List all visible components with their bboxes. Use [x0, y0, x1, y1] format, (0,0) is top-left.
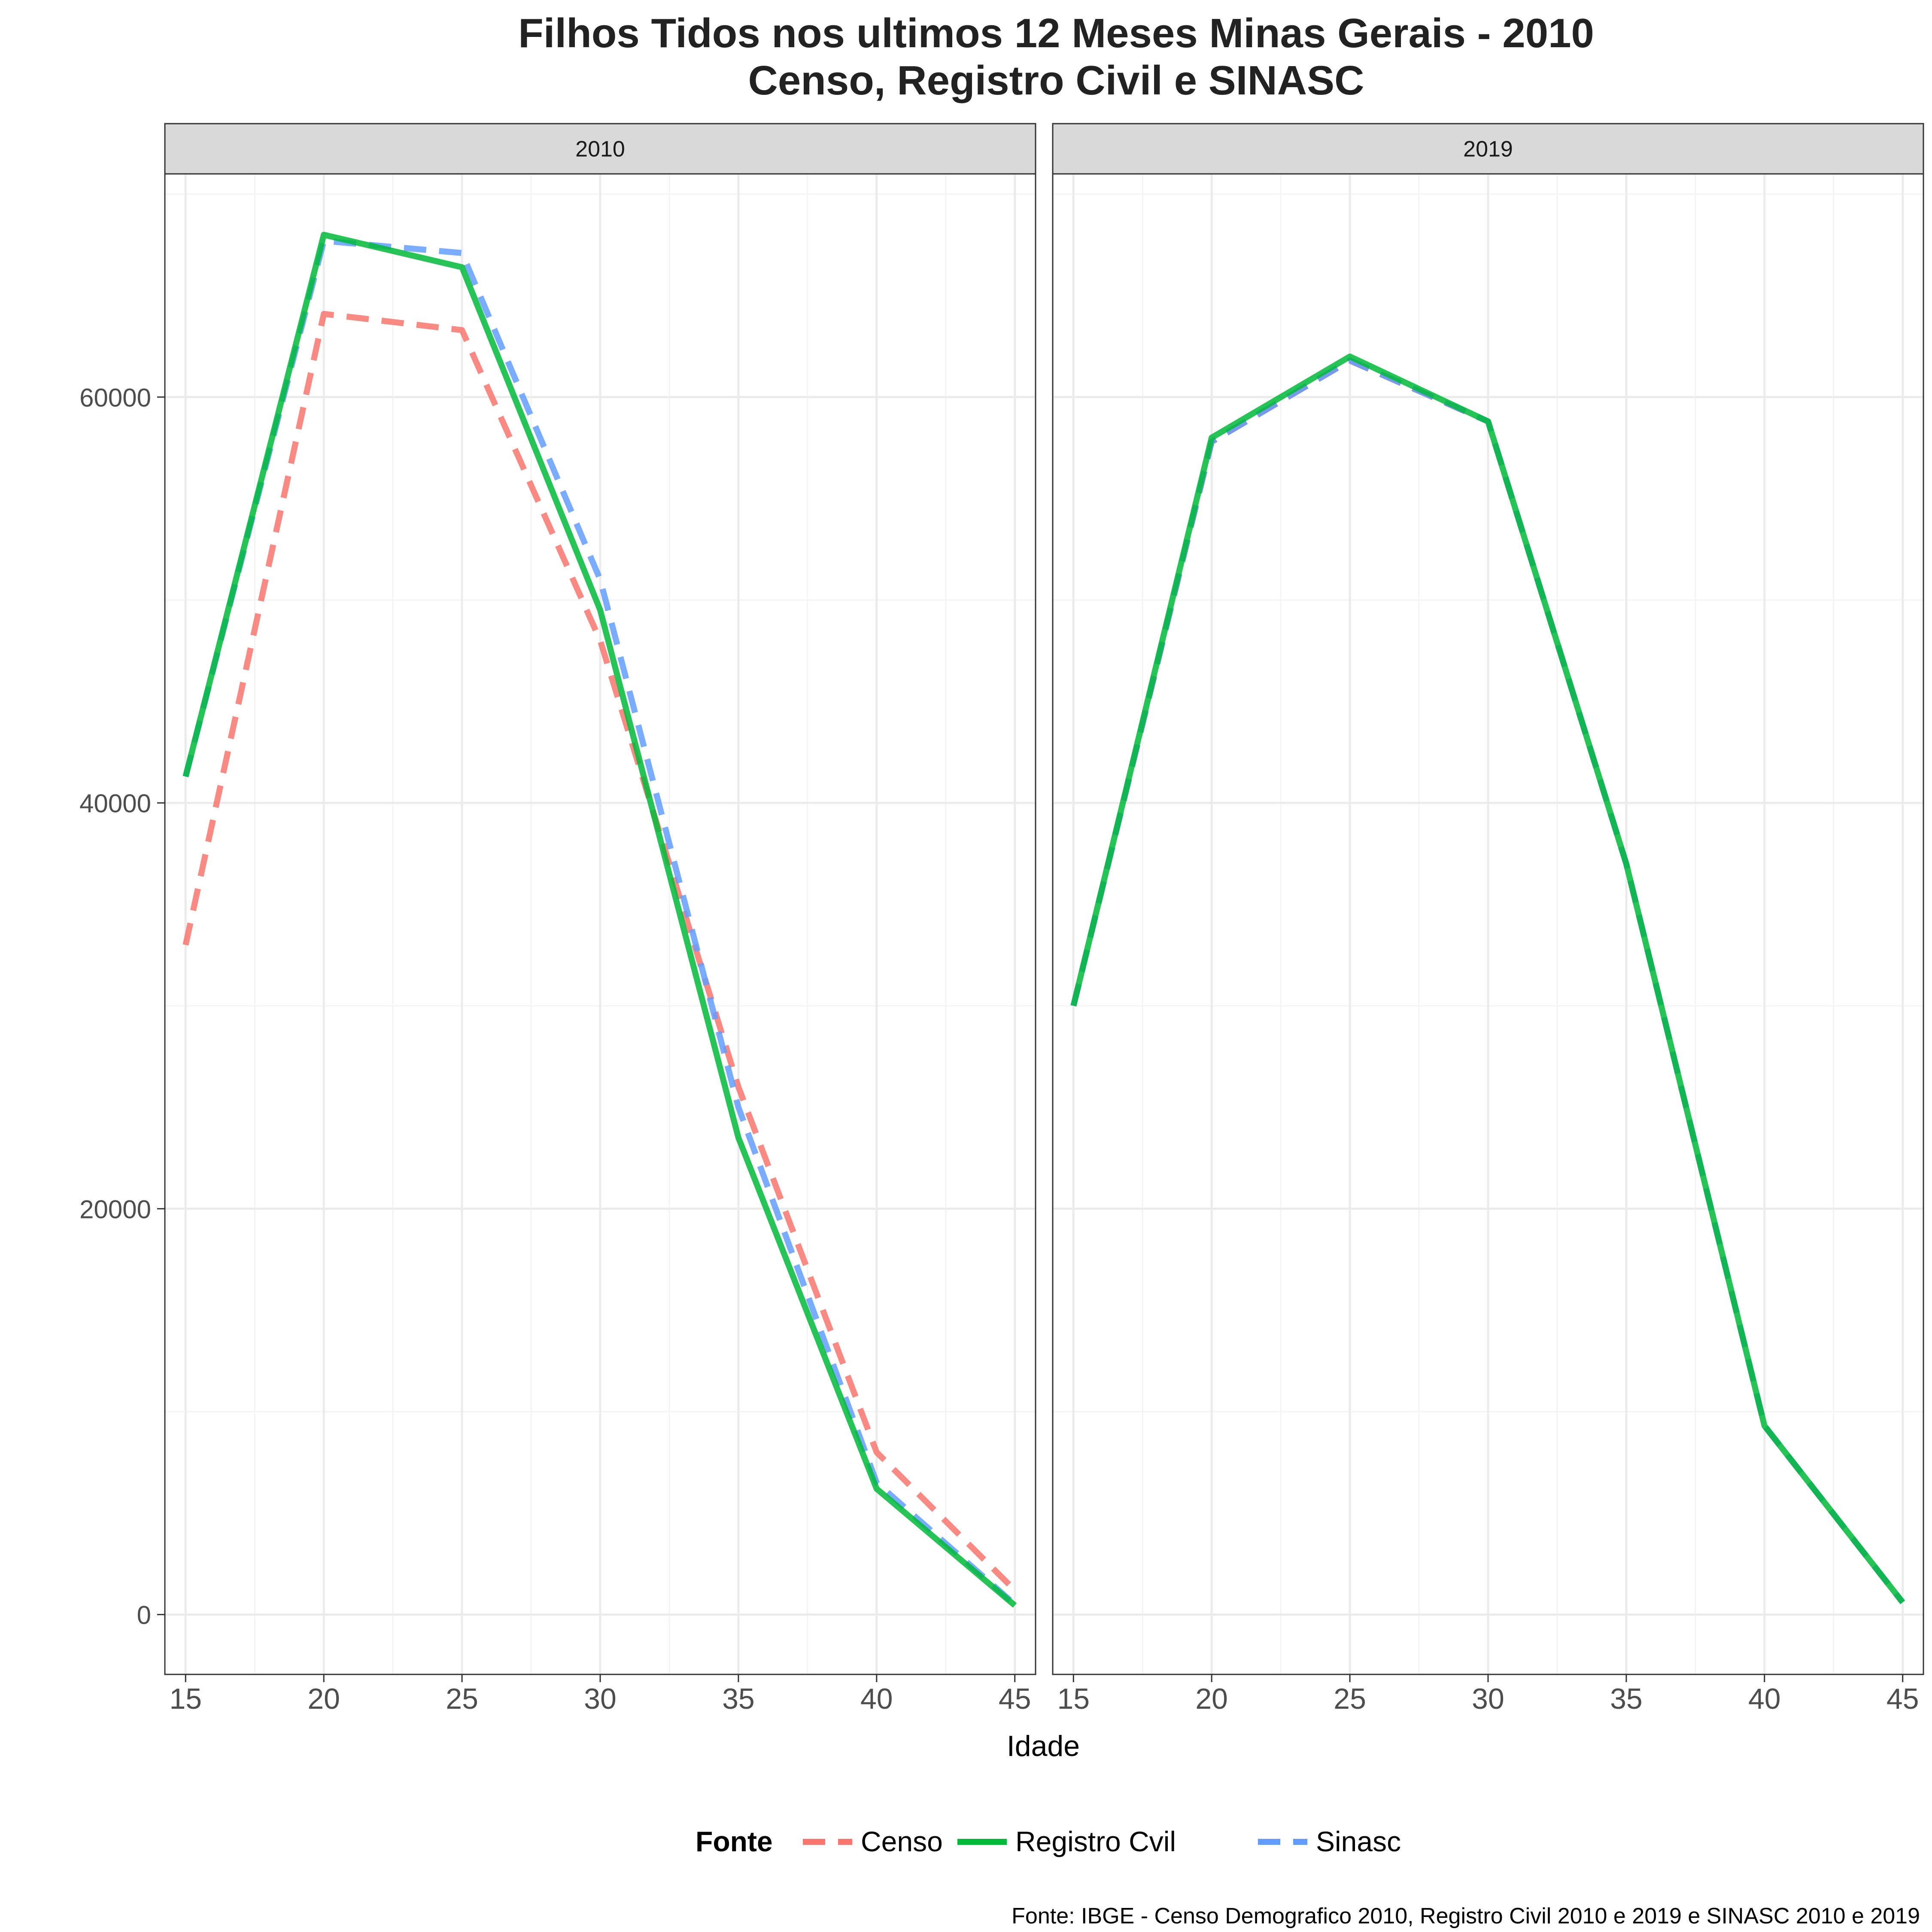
y-tick-label: 20000 [79, 1195, 151, 1224]
panel-2010: 2010 15 20 25 30 35 40 45 0 20000 40000 60000 [79, 123, 1036, 1715]
series-line-censo [182, 311, 1017, 1592]
x-tick-label: 15 [1057, 1683, 1090, 1715]
legend-label: Registro Cvil [1015, 1826, 1176, 1857]
x-tick-label: 30 [584, 1683, 617, 1715]
y-tick-label: 0 [137, 1601, 151, 1630]
panel-2019: 2019 15 20 25 30 35 40 45 [1052, 123, 1924, 1715]
x-tick-label: 40 [860, 1683, 893, 1715]
x-tick-label: 35 [1610, 1683, 1643, 1715]
legend: Fonte Censo Registro Cvil Sinasc [696, 1826, 1401, 1857]
x-tick-label: 25 [446, 1683, 478, 1715]
x-tick-label: 15 [169, 1683, 202, 1715]
x-tick-label: 45 [999, 1683, 1031, 1715]
chart-subtitle: Censo, Registro Civil e SINASC [748, 58, 1364, 103]
series-line-registro-cvil [1070, 353, 1905, 1604]
strip-background [164, 123, 1036, 175]
y-tick-label: 40000 [79, 789, 151, 818]
x-tick-label: 25 [1334, 1683, 1366, 1715]
chart-title: Filhos Tidos nos ultimos 12 Meses Minas … [518, 10, 1594, 56]
panels: 2010 15 20 25 30 35 40 45 0 20000 40000 60000 2019 15… [79, 123, 1924, 1715]
series-line-registro-cvil [182, 231, 1017, 1608]
gridlines [165, 174, 1036, 1674]
x-tick-label: 45 [1886, 1683, 1919, 1715]
strip-label: 2010 [575, 137, 625, 162]
series-group [182, 231, 1017, 1608]
caption: Fonte: IBGE - Censo Demografico 2010, Re… [1012, 1904, 1920, 1929]
legend-title: Fonte [696, 1826, 773, 1857]
legend-label: Sinasc [1316, 1826, 1401, 1857]
strip-label: 2019 [1463, 137, 1513, 162]
x-tick-label: 40 [1748, 1683, 1781, 1715]
x-tick-label: 20 [307, 1683, 340, 1715]
y-tick-label: 60000 [79, 383, 151, 412]
legend-label: Censo [861, 1826, 943, 1857]
x-tick-label: 20 [1195, 1683, 1228, 1715]
series-group [1070, 353, 1905, 1604]
x-tick-label: 30 [1472, 1683, 1504, 1715]
x-axis-title: Idade [1007, 1730, 1080, 1762]
x-tick-label: 35 [722, 1683, 755, 1715]
gridlines [1053, 174, 1923, 1674]
